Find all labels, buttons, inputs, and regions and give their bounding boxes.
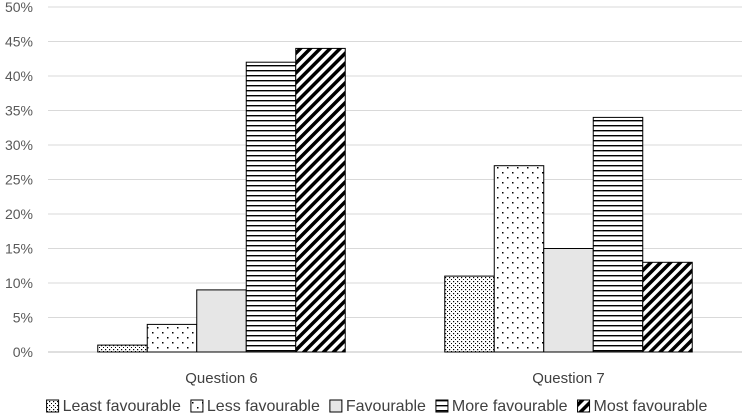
y-axis: 0% 5% 10% 15% 20% 25% 30% 35% 40% 45% 50%: [5, 0, 742, 360]
y-tick-label: 0%: [13, 344, 33, 360]
y-tick-label: 25%: [5, 172, 33, 188]
y-tick-label: 40%: [5, 68, 33, 84]
legend: Least favourable Less favourable Favourabl…: [46, 398, 708, 415]
y-tick-label: 15%: [5, 241, 33, 257]
legend-label: Favourable: [346, 398, 426, 415]
y-tick-label: 30%: [5, 137, 33, 153]
bar-less-favourable: [493, 165, 545, 353]
bar-favourable: [543, 248, 594, 353]
x-axis: Question 6 Question 7: [185, 370, 605, 387]
bar-less-favourable: [146, 323, 198, 353]
x-category-label: Question 6: [185, 370, 258, 387]
bar-more-favourable: [245, 61, 297, 353]
legend-swatch: [46, 399, 60, 413]
legend-swatch: [329, 399, 343, 413]
bars: [97, 47, 693, 353]
bar-more-favourable: [592, 116, 644, 353]
legend-label: More favourable: [452, 398, 568, 415]
bar-most-favourable: [642, 261, 693, 353]
legend-item: More favourable: [435, 398, 568, 415]
legend-label: Less favourable: [207, 398, 320, 415]
bar-least-favourable: [444, 275, 495, 353]
y-tick-label: 50%: [5, 0, 33, 15]
gridlines: [48, 6, 742, 318]
legend-item: Favourable: [329, 398, 426, 415]
y-tick-label: 20%: [5, 206, 33, 222]
bar-least-favourable: [97, 344, 148, 353]
legend-swatch: [435, 399, 449, 413]
legend-swatch: [577, 399, 591, 413]
bar-most-favourable: [295, 47, 346, 353]
x-category-label: Question 7: [532, 370, 605, 387]
legend-label: Most favourable: [594, 398, 708, 415]
legend-item: Most favourable: [577, 398, 708, 415]
y-tick-label: 35%: [5, 103, 33, 119]
y-tick-label: 5%: [13, 310, 33, 326]
legend-item: Least favourable: [46, 398, 181, 415]
y-tick-label: 45%: [5, 34, 33, 50]
bar-favourable: [196, 289, 247, 353]
legend-item: Less favourable: [190, 398, 320, 415]
legend-label: Least favourable: [63, 398, 181, 415]
y-tick-label: 10%: [5, 275, 33, 291]
legend-swatch: [190, 399, 204, 413]
